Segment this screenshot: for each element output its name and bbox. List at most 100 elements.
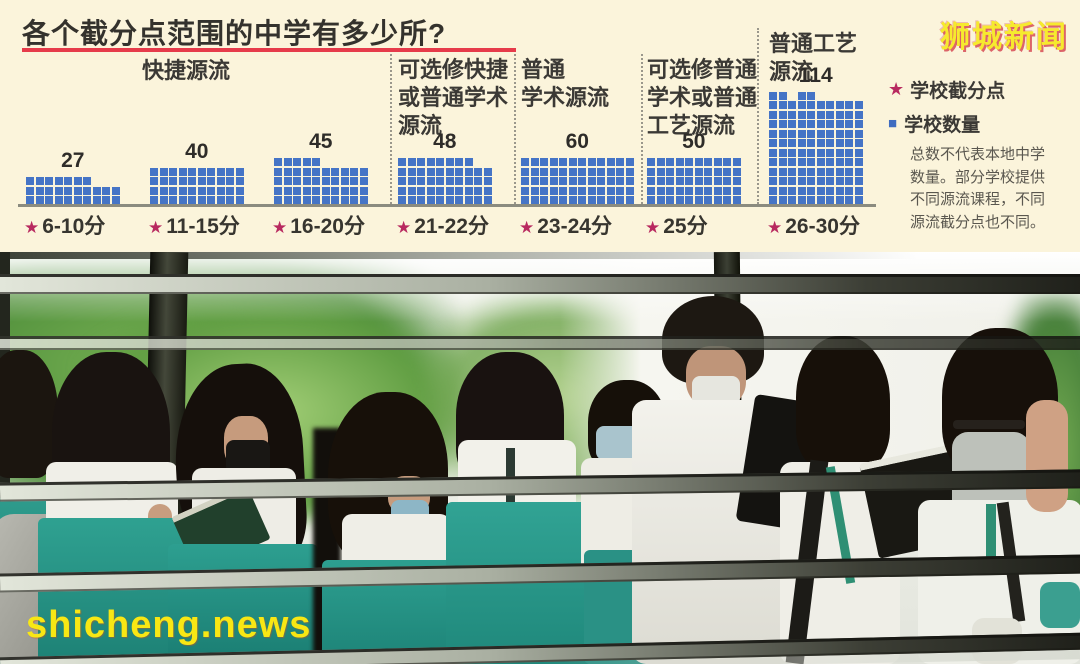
waffle-group: 50	[647, 130, 741, 204]
school-square	[666, 196, 674, 204]
school-square	[293, 186, 301, 195]
school-square	[797, 139, 806, 147]
school-square	[788, 148, 796, 157]
school-square	[732, 186, 741, 195]
school-square	[625, 186, 634, 195]
school-square	[455, 177, 463, 185]
group-separator	[757, 28, 759, 204]
school-square	[274, 186, 282, 195]
waffle-value: 48	[433, 130, 457, 153]
group-separator	[641, 54, 643, 204]
school-square	[178, 167, 187, 176]
school-square	[854, 177, 863, 185]
school-square	[26, 196, 34, 204]
school-square	[778, 101, 787, 109]
school-square	[568, 177, 577, 185]
school-square	[169, 196, 177, 204]
school-square	[807, 158, 815, 166]
school-square	[845, 129, 853, 138]
school-square	[445, 177, 454, 185]
school-square	[826, 101, 834, 109]
school-square	[769, 120, 777, 128]
school-square	[769, 129, 777, 138]
waffle-segment	[26, 177, 91, 204]
school-square	[854, 120, 863, 128]
school-square	[826, 158, 834, 166]
school-square	[854, 148, 863, 157]
school-square	[597, 158, 605, 166]
school-square	[464, 167, 473, 176]
school-square	[521, 158, 529, 166]
school-square	[235, 196, 244, 204]
school-square	[826, 139, 834, 147]
school-square	[197, 196, 206, 204]
school-square	[283, 186, 292, 195]
stream-header: 普通工艺 源流	[769, 31, 858, 85]
stream-header: 普通 学术源流	[521, 57, 610, 111]
school-square	[788, 196, 796, 204]
teal-bag	[1040, 582, 1080, 628]
school-square	[340, 186, 349, 195]
school-square	[83, 186, 91, 195]
school-square	[835, 186, 844, 195]
waffle-value: 114	[798, 63, 833, 87]
school-square	[647, 158, 655, 166]
school-square	[713, 177, 722, 185]
school-square	[816, 101, 825, 109]
school-square	[83, 196, 91, 204]
waffle-segment	[816, 101, 863, 204]
category-label: ★ 6-10分	[24, 210, 105, 240]
school-square	[845, 120, 853, 128]
school-square	[455, 167, 463, 176]
school-square	[207, 177, 215, 185]
school-square	[530, 196, 539, 204]
school-square	[769, 177, 777, 185]
school-square	[713, 158, 722, 166]
school-square	[45, 177, 53, 185]
star-icon: ★	[148, 218, 164, 237]
school-square	[616, 167, 624, 176]
school-square	[188, 186, 196, 195]
school-square	[312, 186, 320, 195]
school-square	[464, 186, 473, 195]
school-square	[704, 167, 712, 176]
school-square	[656, 177, 665, 185]
stream-header: 可选修普通 学术或普通 工艺源流	[647, 57, 758, 139]
stream-header: 可选修快捷 或普通学术 源流	[398, 57, 509, 139]
school-square	[778, 129, 787, 138]
school-square	[816, 177, 825, 185]
school-square	[45, 196, 53, 204]
category-text: 23-24分	[537, 215, 612, 238]
school-square	[816, 167, 825, 176]
school-square	[616, 186, 624, 195]
waffle-segment	[769, 91, 787, 204]
school-square	[778, 91, 787, 100]
school-square	[312, 196, 320, 204]
school-square	[559, 177, 567, 185]
waffle-segment	[92, 186, 120, 204]
school-square	[283, 177, 292, 185]
school-square	[666, 167, 674, 176]
school-square	[713, 167, 722, 176]
school-square	[340, 167, 349, 176]
school-square	[807, 139, 815, 147]
school-square	[597, 177, 605, 185]
school-square	[445, 186, 454, 195]
school-square	[854, 139, 863, 147]
school-square	[769, 139, 777, 147]
school-square	[778, 167, 787, 176]
school-square	[398, 177, 406, 185]
window-bar	[0, 336, 1080, 350]
school-square	[788, 167, 796, 176]
school-square	[350, 177, 358, 185]
school-square	[54, 177, 63, 185]
school-square	[559, 167, 567, 176]
school-square	[723, 196, 731, 204]
school-square	[464, 177, 473, 185]
school-square	[778, 186, 787, 195]
school-square	[274, 177, 282, 185]
school-square	[169, 186, 177, 195]
legend-row-cutoff: ★ 学校截分点	[888, 76, 1080, 103]
school-square	[293, 196, 301, 204]
school-square	[331, 196, 339, 204]
